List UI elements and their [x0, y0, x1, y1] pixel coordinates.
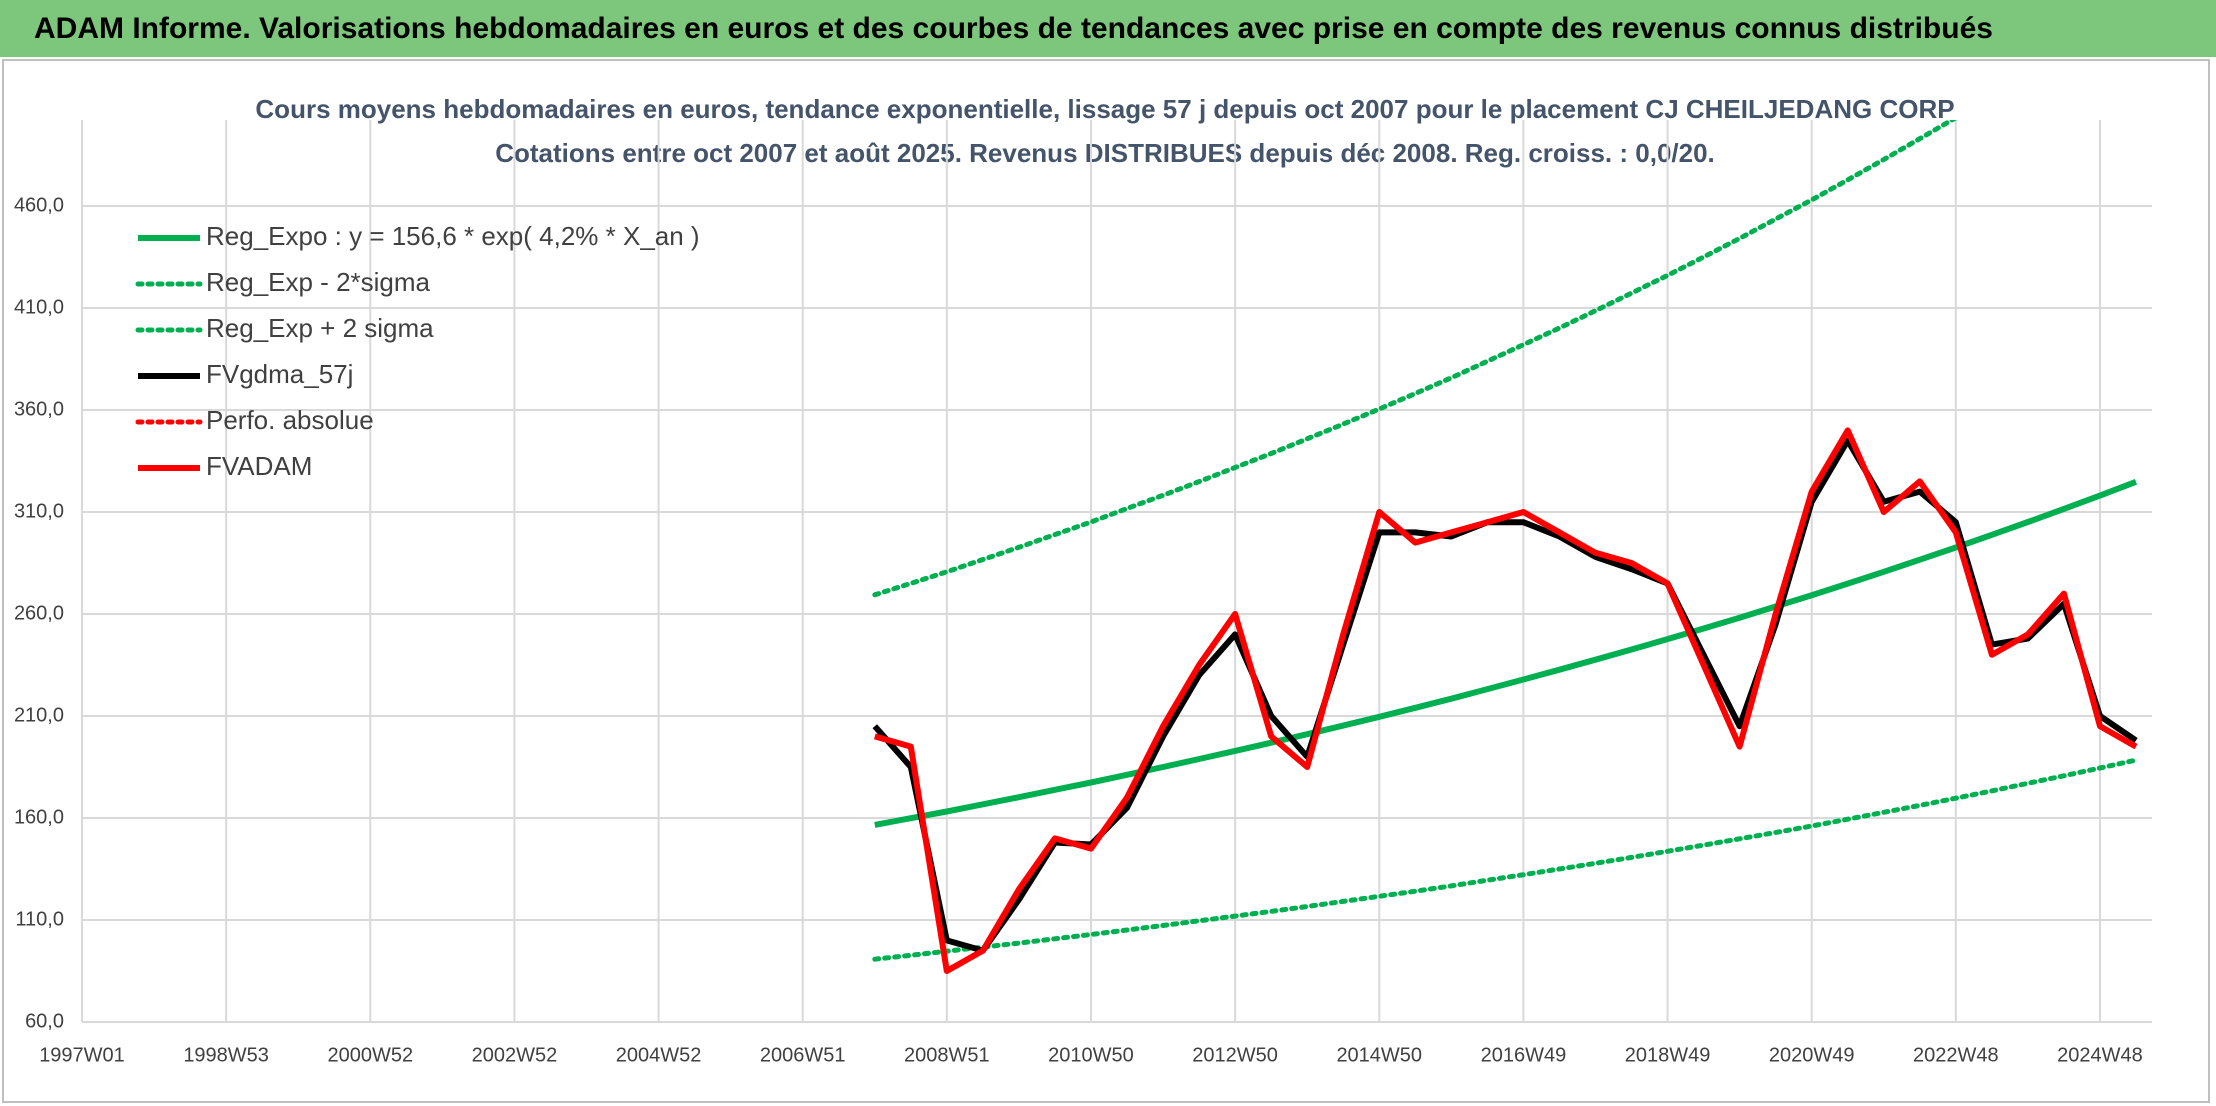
x-tick-label: 2012W50: [1192, 1044, 1278, 1066]
x-tick-label: 2024W48: [2057, 1044, 2143, 1066]
x-tick-label: 2006W51: [760, 1044, 846, 1066]
y-tick-label: 460,0: [14, 194, 64, 216]
y-tick-label: 260,0: [14, 602, 64, 624]
x-tick-label: 2018W49: [1625, 1044, 1711, 1066]
chart-subtitle: Cotations entre oct 2007 et août 2025. R…: [495, 138, 1715, 168]
y-tick-label: 360,0: [14, 398, 64, 420]
legend-label: Reg_Exp + 2 sigma: [206, 313, 434, 343]
y-tick-label: 110,0: [15, 908, 64, 930]
chart-title: Cours moyens hebdomadaires en euros, ten…: [255, 94, 1954, 124]
legend-label: FVgdma_57j: [206, 359, 353, 389]
x-tick-label: 2014W50: [1336, 1044, 1422, 1066]
x-tick-label: 1998W53: [183, 1044, 269, 1066]
x-tick-label: 1997W01: [39, 1044, 125, 1066]
legend: Reg_Expo : y = 156,6 * exp( 4,2% * X_an …: [135, 221, 700, 481]
x-tick-label: 2020W49: [1769, 1044, 1855, 1066]
x-tick-label: 2008W51: [904, 1044, 990, 1066]
legend-label: Reg_Expo : y = 156,6 * exp( 4,2% * X_an …: [206, 221, 700, 251]
plot: [872, 120, 2139, 974]
x-tick-label: 2000W52: [327, 1044, 413, 1066]
header-title: ADAM Informe. Valorisations hebdomadaire…: [34, 12, 1993, 45]
chart-border: [2, 59, 2210, 1103]
grid: 60,0 110,0 160,0 210,0 260,0 310,0 360,0 410,0 4…: [14, 120, 2152, 1066]
x-tick-label: 2004W52: [616, 1044, 702, 1066]
y-tick-label: 410,0: [14, 296, 64, 318]
x-tick-label: 2022W48: [1913, 1044, 1999, 1066]
series-line: [872, 120, 1957, 598]
y-tick-label: 310,0: [14, 500, 64, 522]
legend-label: FVADAM: [206, 451, 312, 481]
x-tick-label: 2016W49: [1481, 1044, 1567, 1066]
legend-label: Perfo. absolue: [206, 405, 374, 435]
series-line: [874, 478, 2138, 828]
y-tick-label: 160,0: [14, 806, 64, 828]
header-bar: [0, 0, 2216, 57]
x-tick-label: 2010W50: [1048, 1044, 1134, 1066]
series-line: [873, 427, 2138, 974]
y-tick-label: 60,0: [25, 1010, 64, 1032]
legend-label: Reg_Exp - 2*sigma: [206, 267, 431, 297]
x-tick-label: 2002W52: [472, 1044, 558, 1066]
y-tick-label: 210,0: [14, 704, 64, 726]
series-line: [872, 757, 2139, 962]
